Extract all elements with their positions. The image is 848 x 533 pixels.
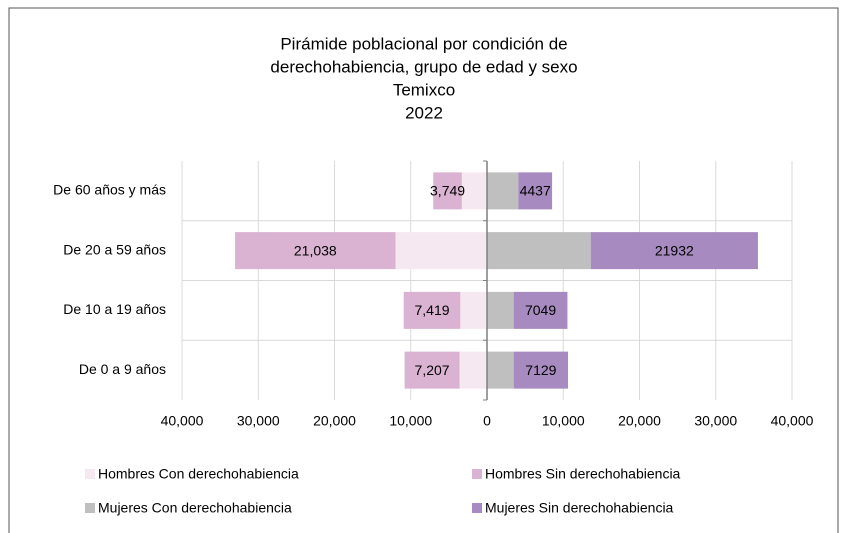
- y-tick-label: De 20 a 59 años: [63, 241, 166, 257]
- data-label: 7049: [525, 302, 556, 318]
- legend-swatch: [472, 503, 482, 513]
- chart-title: Temixco: [393, 80, 455, 99]
- bar: [404, 351, 460, 389]
- x-tick-label: 0: [483, 413, 491, 429]
- x-tick-label: 40,000: [161, 413, 204, 429]
- data-label: 21,038: [294, 242, 337, 258]
- bar: [513, 351, 569, 389]
- data-label: 7,207: [415, 362, 450, 378]
- x-tick-label: 30,000: [237, 413, 280, 429]
- legend-swatch: [85, 503, 95, 513]
- x-tick-label: 30,000: [694, 413, 737, 429]
- data-label: 7,419: [415, 302, 450, 318]
- bar: [459, 351, 487, 389]
- chart-frame: [8, 7, 839, 533]
- legend-label: Hombres Con derechohabiencia: [98, 466, 299, 482]
- bar: [487, 232, 591, 270]
- bar: [460, 291, 487, 329]
- bar: [590, 232, 758, 270]
- data-label: 3,749: [430, 183, 465, 199]
- data-label: 7129: [525, 362, 556, 378]
- bar: [487, 291, 514, 329]
- bar: [513, 291, 568, 329]
- data-label: 21932: [655, 242, 694, 258]
- bar: [487, 351, 514, 389]
- bar: [395, 232, 487, 270]
- bar: [433, 172, 462, 210]
- bar: [235, 232, 396, 270]
- legend-label: Hombres Sin derechohabiencia: [485, 466, 681, 482]
- data-label: 4437: [520, 183, 551, 199]
- legend-swatch: [472, 469, 482, 479]
- bar: [403, 291, 461, 329]
- y-tick-label: De 10 a 19 años: [63, 301, 166, 317]
- bar: [487, 172, 519, 210]
- x-tick-label: 40,000: [771, 413, 814, 429]
- chart-title: 2022: [405, 103, 443, 122]
- bar: [461, 172, 487, 210]
- x-tick-label: 10,000: [542, 413, 585, 429]
- chart-title: Pirámide poblacional por condición de: [280, 34, 567, 53]
- legend-swatch: [85, 469, 95, 479]
- chart-title: derechohabiencia, grupo de edad y sexo: [270, 57, 577, 76]
- y-tick-label: De 60 años y más: [53, 182, 166, 198]
- y-tick-label: De 0 a 9 años: [79, 361, 166, 377]
- legend-label: Mujeres Con derechohabiencia: [98, 500, 292, 516]
- x-tick-label: 20,000: [618, 413, 661, 429]
- legend-label: Mujeres Sin derechohabiencia: [485, 500, 674, 516]
- x-tick-label: 20,000: [313, 413, 356, 429]
- x-tick-label: 10,000: [389, 413, 432, 429]
- bar: [518, 172, 553, 210]
